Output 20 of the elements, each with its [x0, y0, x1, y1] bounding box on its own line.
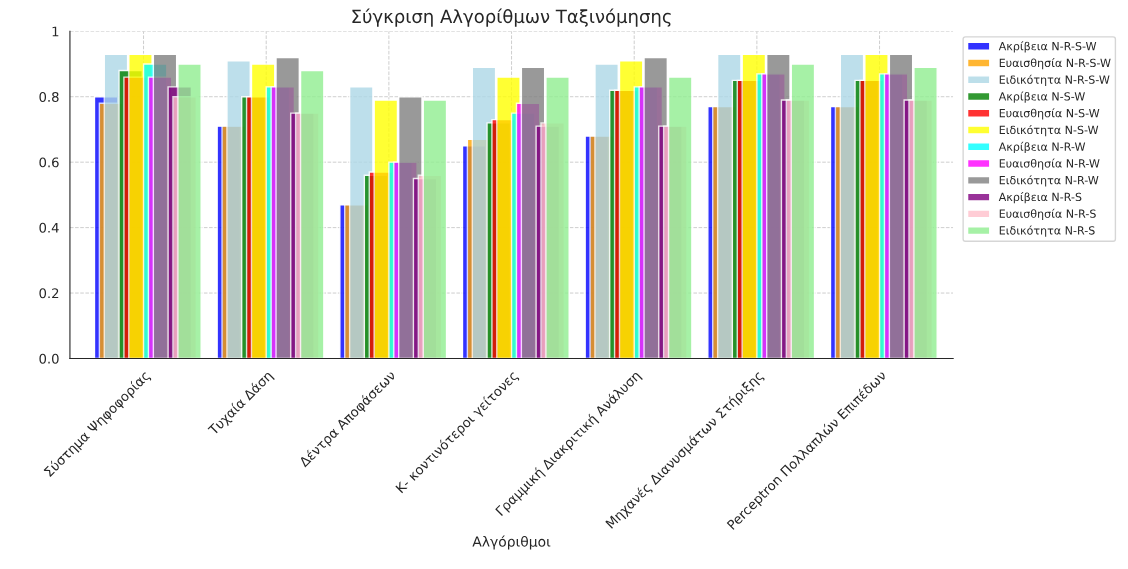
y-tick-label: 0.4: [39, 222, 59, 233]
y-tick-label: 1: [52, 26, 59, 37]
legend-label: Ευαισθησία N-R-S: [999, 208, 1096, 221]
legend-label: Ειδικότητα N-S-W: [999, 125, 1099, 137]
y-tick-label: 0.8: [39, 91, 59, 102]
legend-label: Ειδικότητα N-R-W: [999, 175, 1099, 187]
legend-label: Ειδικότητα N-R-S: [999, 225, 1095, 237]
legend-label: Ευαισθησία N-S-W: [999, 108, 1100, 120]
legend-label: Ειδικότητα N-R-S-W: [999, 74, 1110, 86]
y-tick-label: 0.2: [39, 288, 59, 299]
legend-label: Ακρίβεια N-R-W: [998, 141, 1086, 154]
legend-label: Ακρίβεια N-R-S: [998, 192, 1082, 204]
y-tick-label: 0.0: [39, 353, 59, 364]
legend-label: Ευαισθησία N-R-S-W: [999, 58, 1111, 70]
legend-label: Ακρίβεια N-R-S-W: [998, 41, 1097, 53]
y-tick-label: 0.6: [39, 157, 59, 168]
x-axis-title: Αλγόριθμοι: [472, 535, 551, 550]
chart-title: Σύγκριση Αλγορίθμων Ταξινόμησης: [352, 8, 671, 27]
legend-label: Ακρίβεια N-S-W: [998, 91, 1085, 103]
legend-label: Ευαισθησία N-R-W: [999, 158, 1100, 170]
